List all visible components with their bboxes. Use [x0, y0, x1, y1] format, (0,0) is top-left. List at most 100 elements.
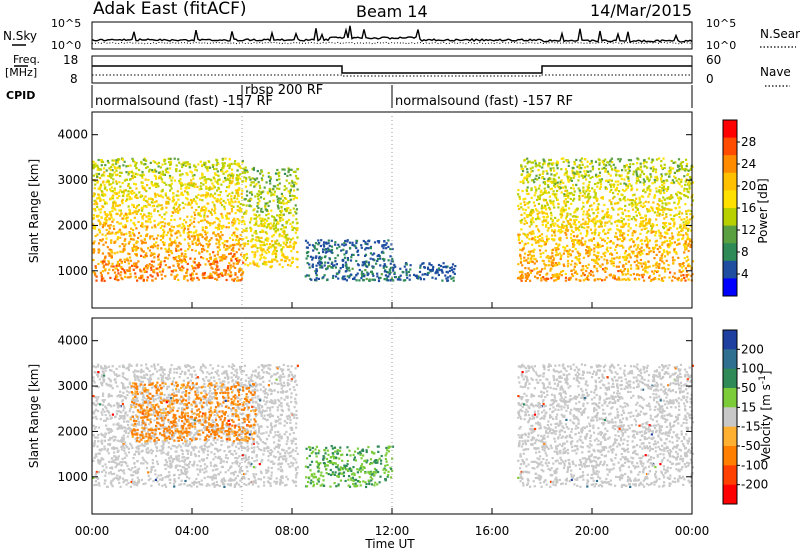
power-cell	[655, 218, 657, 220]
power-cell	[230, 267, 232, 269]
power-cell	[595, 192, 597, 194]
power-cell	[614, 236, 616, 238]
power-cell	[531, 219, 533, 221]
power-cell	[276, 214, 278, 216]
power-cell	[632, 234, 634, 236]
power-cell	[154, 161, 156, 163]
power-cell	[124, 276, 126, 278]
power-cell	[573, 223, 575, 225]
power-cell	[225, 215, 227, 217]
power-cell	[579, 190, 581, 192]
power-cell	[596, 186, 598, 188]
power-cell	[550, 267, 552, 269]
power-cell	[687, 244, 689, 246]
power-cell	[151, 183, 153, 185]
power-cell	[228, 174, 230, 176]
power-cell	[655, 187, 657, 189]
power-cell	[177, 190, 179, 192]
power-cell	[122, 249, 124, 251]
power-cell	[683, 227, 685, 229]
power-cell	[661, 181, 663, 183]
power-cell	[685, 248, 687, 250]
colorbar-swatch	[723, 120, 737, 138]
power-cell	[652, 166, 654, 168]
power-cell	[557, 167, 559, 169]
power-cell	[632, 173, 634, 175]
power-cell	[661, 200, 663, 202]
power-cell	[328, 242, 330, 244]
power-cell	[128, 183, 130, 185]
power-cell	[628, 204, 630, 206]
power-cell	[644, 225, 646, 227]
power-cell	[335, 275, 337, 277]
power-cell	[135, 254, 137, 256]
power-cell	[630, 268, 632, 270]
freq-left-tick-bottom: 8	[70, 72, 78, 86]
power-cell	[123, 245, 125, 247]
power-cell	[538, 245, 540, 247]
power-cell	[169, 190, 171, 192]
power-cell	[161, 204, 163, 206]
power-cell	[616, 266, 618, 268]
power-cell	[617, 202, 619, 204]
power-cell	[117, 167, 119, 169]
power-cell	[570, 237, 572, 239]
power-cell	[212, 164, 214, 166]
power-cell	[243, 257, 245, 259]
power-cell	[352, 268, 354, 270]
power-cell	[519, 198, 521, 200]
power-cell	[676, 244, 678, 246]
power-cell	[130, 219, 132, 221]
power-cell	[571, 180, 573, 182]
power-cell	[567, 256, 569, 258]
power-cell	[649, 173, 651, 175]
power-cell	[658, 208, 660, 210]
power-cell	[663, 209, 665, 211]
power-cell	[148, 212, 150, 214]
power-cell	[636, 203, 638, 205]
power-cell	[285, 187, 287, 189]
power-cell	[161, 190, 163, 192]
power-cell	[254, 255, 256, 257]
power-cell	[245, 227, 247, 229]
power-cell	[524, 253, 526, 255]
power-cell	[279, 263, 281, 265]
power-cell	[210, 263, 212, 265]
power-cell	[637, 244, 639, 246]
power-cell	[237, 205, 239, 207]
power-cell	[517, 205, 519, 207]
power-cell	[640, 205, 642, 207]
power-cell	[223, 173, 225, 175]
power-cell	[264, 205, 266, 207]
power-cell	[135, 249, 137, 251]
power-cell	[310, 256, 312, 258]
power-cell	[111, 232, 113, 234]
power-cell	[552, 204, 554, 206]
power-cell	[594, 189, 596, 191]
power-cell	[361, 271, 363, 273]
power-cell	[129, 187, 131, 189]
power-cell	[170, 179, 172, 181]
station-title: Adak East (fitACF)	[93, 0, 247, 19]
power-cell	[160, 262, 162, 264]
power-cell	[534, 236, 536, 238]
power-cell	[102, 161, 104, 163]
power-cell	[624, 199, 626, 201]
power-cell	[214, 212, 216, 214]
power-cell	[196, 277, 198, 279]
power-cell	[230, 260, 232, 262]
power-cell	[538, 177, 540, 179]
power-cell	[669, 198, 671, 200]
power-cell	[578, 166, 580, 168]
power-cell	[168, 158, 170, 160]
power-cell	[255, 222, 257, 224]
cpid-segment-3: normalsound (fast) -157 RF	[395, 94, 573, 109]
power-cell	[260, 244, 262, 246]
power-cell	[570, 264, 572, 266]
power-cell	[275, 219, 277, 221]
power-cell	[324, 264, 326, 266]
power-cell	[143, 198, 145, 200]
power-cell	[662, 196, 664, 198]
power-cell	[219, 256, 221, 258]
power-cell	[127, 165, 129, 167]
